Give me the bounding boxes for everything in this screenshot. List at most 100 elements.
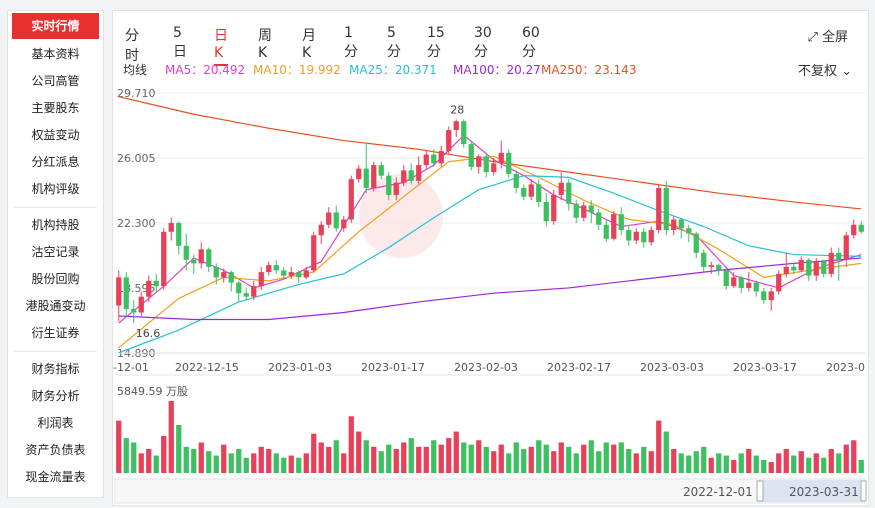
candle-body (536, 184, 542, 202)
volume-bar (161, 435, 167, 473)
volume-bar (146, 449, 152, 473)
volume-bar (648, 451, 654, 473)
candle-body (258, 272, 264, 287)
x-tick-label: 2023-01-03 (268, 361, 332, 374)
sidebar-item[interactable]: 财务分析 (31, 389, 80, 403)
tab-period[interactable]: 月K (302, 28, 316, 61)
candle-body (341, 219, 347, 229)
sidebar-item[interactable]: 港股通变动 (25, 299, 86, 313)
candle-body (603, 224, 609, 239)
candle-body (326, 212, 332, 225)
tab-period[interactable]: 5分 (387, 25, 401, 60)
sidebar-item[interactable]: 分红派息 (31, 155, 80, 169)
tab-period[interactable]: 周K (258, 28, 272, 61)
volume-bar (438, 444, 444, 473)
sidebar-item[interactable]: 资产负债表 (25, 443, 86, 457)
candle-body (731, 277, 737, 287)
sidebar-item[interactable]: 公司高管 (31, 74, 80, 88)
kline-chart[interactable]: 29.710 26.005 22.300 18.595 14.890-12-01 2022… (113, 11, 868, 505)
candle-body (281, 270, 287, 276)
ma-line-ma250 (118, 96, 862, 210)
chart-panel: 分时 5日 日K 周K 月K 1分 5分 15分 30分 60分 ⤢ 全屏 均线 MA5：20.49… (112, 10, 869, 506)
volume-bar (116, 420, 122, 473)
volume-bar (408, 438, 414, 473)
volume-bar (273, 453, 279, 473)
tab-period[interactable]: 1分 (344, 25, 358, 60)
volume-bar (288, 455, 294, 473)
candle-body (858, 224, 864, 232)
volume-bar (798, 451, 804, 473)
sidebar-item[interactable]: 主要股东 (31, 101, 80, 115)
tab-period[interactable]: 5日 (173, 25, 187, 60)
candle-body (356, 168, 362, 180)
price-adjust-dropdown[interactable]: 不复权 ⌄ (798, 60, 852, 79)
candle-body (138, 296, 144, 313)
candle-body (678, 219, 684, 229)
volume-bar (573, 453, 579, 473)
sidebar-item[interactable]: 现金流量表 (25, 470, 86, 484)
volume-bar (806, 457, 812, 473)
volume-bar (183, 446, 189, 473)
sidebar-item[interactable]: 利润表 (37, 416, 74, 430)
tab-period[interactable]: 15分 (427, 25, 445, 60)
volume-bar (198, 442, 204, 473)
tab-period[interactable]: 日K (214, 25, 228, 66)
sidebar-item[interactable]: 实时行情 (12, 13, 99, 39)
candle-body (851, 224, 857, 236)
candle-body (311, 235, 317, 271)
candle-body (191, 259, 197, 264)
sidebar-item[interactable]: 沽空记录 (31, 245, 80, 259)
sidebar-item[interactable]: 机构持股 (31, 218, 80, 232)
candle-body (513, 173, 519, 188)
candle-body (416, 165, 422, 181)
candle-body (521, 187, 527, 197)
y-tick-label: 22.300 (117, 217, 156, 230)
y-tick-label: 26.005 (117, 152, 156, 165)
candle-body (183, 245, 189, 260)
fullscreen-button[interactable]: ⤢ 全屏 (807, 26, 848, 45)
volume-bar (386, 444, 392, 473)
candle-body (588, 205, 594, 213)
volume-bar (753, 455, 759, 473)
candle-body (491, 163, 497, 173)
volume-bar (513, 442, 519, 473)
tab-period[interactable]: 30分 (474, 25, 492, 60)
candle-body (348, 179, 354, 220)
candle-body (318, 224, 324, 236)
ma-legend-item: MA10：19.992 (253, 63, 341, 77)
volume-bar (663, 431, 669, 473)
sidebar-item[interactable]: 衍生证券 (31, 326, 80, 340)
sidebar-item[interactable]: 股份回购 (31, 272, 80, 286)
volume-bar (566, 446, 572, 473)
candle-body (506, 152, 512, 174)
x-tick-label: 2023-0 (826, 361, 865, 374)
candle-body (476, 156, 482, 167)
sidebar-item[interactable]: 财务指标 (31, 362, 80, 376)
candle-body (236, 282, 242, 294)
volume-bar (326, 446, 332, 473)
ma-legend-title: 均线 (123, 63, 148, 77)
candle-body (768, 291, 774, 301)
candle-body (243, 293, 249, 297)
volume-bar (701, 446, 707, 473)
volume-bar (168, 401, 174, 473)
sidebar-item[interactable]: 机构评级 (31, 182, 80, 196)
sidebar-item[interactable]: 权益变动 (31, 128, 80, 142)
volume-bar (258, 446, 264, 473)
volume-bar (521, 449, 527, 473)
sidebar-item[interactable]: 基本资料 (31, 47, 80, 61)
candle-body (791, 266, 797, 271)
volume-bar (551, 451, 557, 473)
tab-period[interactable]: 分时 (125, 28, 139, 64)
candle-body (618, 214, 624, 231)
candle-body (206, 249, 212, 267)
volume-bar (356, 431, 362, 473)
candle-body (596, 212, 602, 225)
candle-body (213, 266, 219, 278)
candle-body (423, 154, 429, 166)
tab-period[interactable]: 60分 (522, 25, 540, 60)
candle-body (176, 223, 182, 246)
candle-body (273, 265, 279, 271)
fullscreen-label: 全屏 (821, 30, 848, 45)
candle-body (843, 235, 849, 260)
